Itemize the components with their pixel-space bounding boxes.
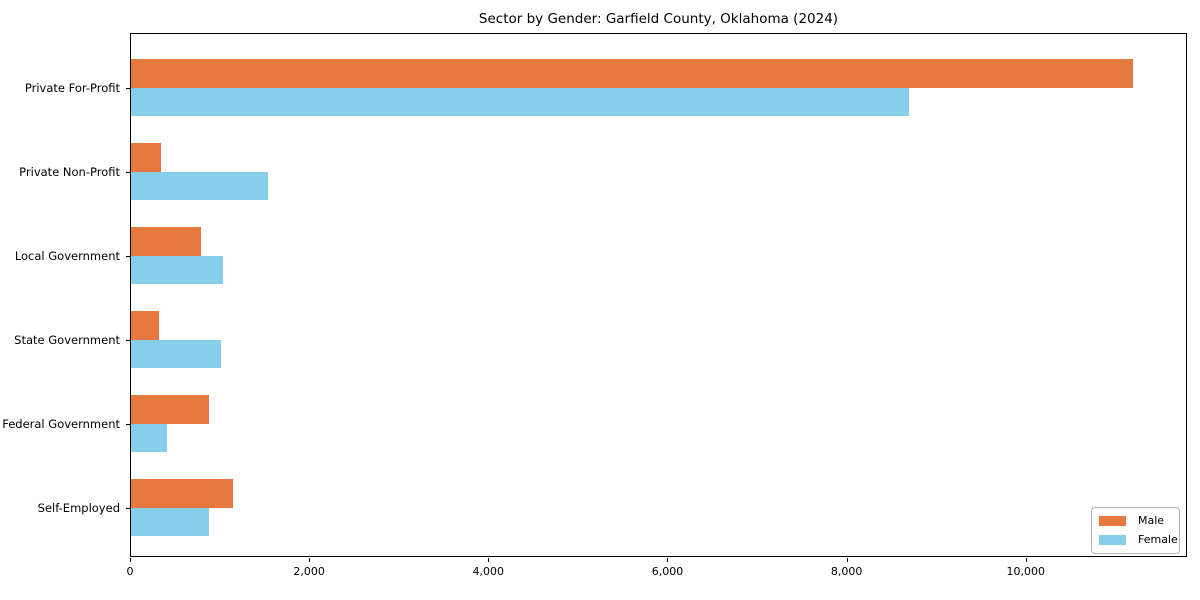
y-tick-mark <box>126 508 130 509</box>
bar-female-2 <box>131 256 224 284</box>
legend-swatch-female <box>1099 535 1126 545</box>
legend-swatch-male <box>1099 516 1126 526</box>
x-tick-mark <box>1025 558 1027 562</box>
bar-male-4 <box>131 395 209 424</box>
bar-female-0 <box>131 88 910 116</box>
legend-label-female: Female <box>1138 533 1178 546</box>
bar-male-5 <box>131 479 233 508</box>
bar-male-2 <box>131 227 201 256</box>
x-axis-tick-label: 8,000 <box>830 565 863 578</box>
y-axis-category-label: Self-Employed <box>37 501 120 515</box>
y-axis-category-label: Private Non-Profit <box>19 165 120 179</box>
x-axis-tick-label: 2,000 <box>293 565 325 578</box>
y-tick-mark <box>126 88 130 89</box>
x-axis-tick-label: 0 <box>126 565 134 578</box>
chart-title: Sector by Gender: Garfield County, Oklah… <box>478 11 839 27</box>
bar-female-1 <box>131 172 268 200</box>
x-tick-mark <box>846 558 848 562</box>
x-tick-mark <box>309 558 311 562</box>
x-axis-tick-label: 4,000 <box>472 565 505 578</box>
x-axis-tick-label: 6,000 <box>651 565 684 578</box>
bar-male-3 <box>131 311 159 340</box>
legend-entry-female: Female <box>1099 534 1178 546</box>
x-tick-mark <box>667 558 669 562</box>
legend-entry-male: Male <box>1099 515 1172 527</box>
bar-female-4 <box>131 424 167 452</box>
y-axis-category-label: Federal Government <box>2 417 120 431</box>
legend-label-male: Male <box>1138 514 1165 527</box>
bar-female-3 <box>131 340 222 368</box>
y-axis-category-label: State Government <box>14 333 120 347</box>
bar-male-1 <box>131 143 162 172</box>
x-axis-tick-label: 10,000 <box>1006 565 1046 578</box>
y-tick-mark <box>126 256 130 257</box>
y-tick-mark <box>126 424 130 425</box>
x-tick-mark <box>130 558 131 562</box>
y-axis-category-label: Local Government <box>14 249 120 263</box>
legend: Male Female <box>1091 507 1180 554</box>
bar-male-0 <box>131 59 1134 88</box>
x-tick-mark <box>488 558 490 562</box>
bar-female-5 <box>131 508 209 536</box>
y-axis-category-label: Private For-Profit <box>24 81 120 95</box>
plot-area <box>130 33 1187 557</box>
y-tick-mark <box>126 340 130 341</box>
y-tick-mark <box>126 172 130 173</box>
